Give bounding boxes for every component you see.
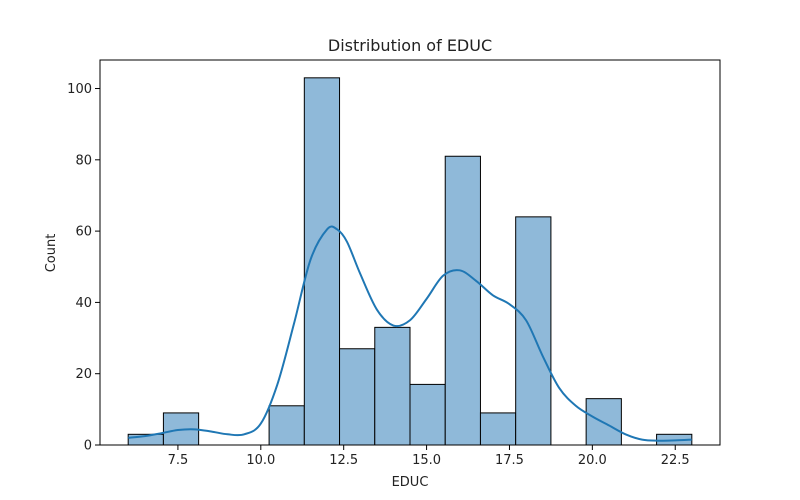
y-tick-label: 100 [67, 82, 92, 97]
y-tick-label: 80 [75, 153, 92, 168]
y-tick-label: 0 [84, 439, 92, 454]
histogram-bar [444, 155, 481, 446]
histogram-bar [268, 405, 305, 446]
histogram-bar [515, 216, 552, 446]
y-tick-label: 20 [75, 367, 92, 382]
x-tick-label: 22.5 [661, 453, 690, 468]
axes-layer: 7.5 10.0 12.5 15.0 17.5 20.0 22.5 0 20 40 60 80 100 [67, 59, 721, 468]
y-axis-label: Count [44, 234, 59, 273]
histogram-bar [409, 383, 446, 446]
bars-layer [127, 77, 693, 446]
x-tick-label: 15.0 [412, 453, 441, 468]
histogram-bar [374, 326, 411, 446]
x-tick-label: 20.0 [578, 453, 607, 468]
x-tick-label: 7.5 [168, 453, 189, 468]
histogram-bar [479, 412, 517, 446]
y-tick-label: 60 [75, 225, 92, 240]
kde-line [128, 225, 692, 442]
chart-title: Distribution of EDUC [328, 36, 492, 55]
kde-layer [128, 225, 692, 442]
x-axis-label: EDUC [392, 475, 429, 490]
histogram-bar [339, 348, 376, 446]
x-tick-label: 12.5 [329, 453, 358, 468]
x-tick-label: 10.0 [246, 453, 275, 468]
plot-frame [99, 59, 721, 446]
x-tick-label: 17.5 [495, 453, 524, 468]
y-tick-label: 40 [75, 296, 92, 311]
